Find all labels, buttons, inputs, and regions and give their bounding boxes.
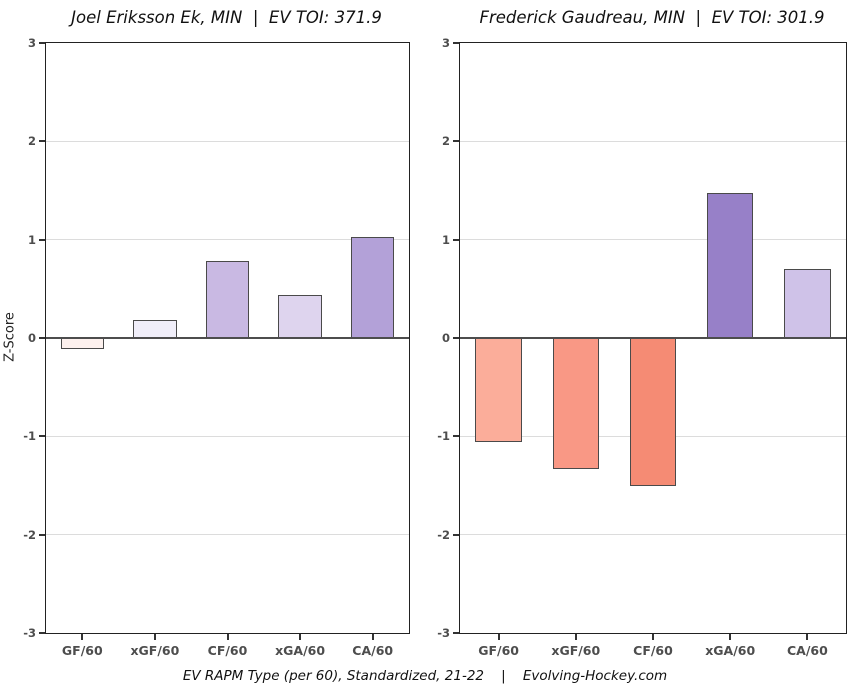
x-axis-tick [729,634,732,640]
y-axis-tick [39,533,45,536]
bar-cf-60 [629,338,677,486]
x-axis-tick [299,634,302,640]
left-chart-title: Joel Eriksson Ek, MIN | EV TOI: 371.9 [71,8,382,27]
x-axis-category-label: xGA/60 [275,643,326,658]
gridline [46,239,409,241]
x-axis-tick [806,634,809,640]
y-axis-tick-label: -3 [437,626,450,640]
y-axis-tick-label: 2 [27,134,36,149]
y-axis-tick-label: 1 [27,232,36,247]
y-axis-tick [39,337,45,339]
x-axis-tick [652,634,654,640]
x-axis-category-label: xGF/60 [130,643,180,658]
y-axis-tick-label: 3 [27,36,36,50]
zero-baseline [46,337,409,339]
gridline [46,534,409,536]
bar-gf-60 [60,338,105,349]
gridline [460,534,846,536]
y-axis-tick-label: -3 [23,626,36,640]
left-chart-plot-area: 3 2 1 0 -1 -2 -3 GF/60 xGF/60 CF/60 xGA/60 CA/60 [23,36,410,658]
x-axis-tick [81,634,84,640]
y-axis-tick [453,42,459,44]
right-chart-plot-area: 3 2 1 0 -1 -2 -3 GF/60 xGF/60 CF/60 xGA/60 CA/60 [437,36,847,658]
right-chart-title: Frederick Gaudreau, MIN | EV TOI: 301.9 [479,8,825,27]
gridline [460,140,846,142]
x-axis-category-label: CA/60 [352,643,394,658]
y-axis-tick-label: -1 [437,429,450,444]
y-axis-tick-label: -2 [437,527,450,542]
y-axis-tick-label: -2 [23,527,36,542]
x-axis-category-label: GF/60 [478,643,519,658]
gridline [46,140,409,142]
y-axis-tick [453,533,459,536]
x-axis-tick [371,634,374,640]
y-axis-tick [453,238,459,241]
y-axis-tick [39,42,45,44]
bar-cf-60 [205,261,250,338]
x-axis-tick [226,634,229,640]
y-axis-tick-label: 0 [27,331,36,345]
gridline [46,435,409,437]
x-axis-tick [153,634,156,640]
y-axis-tick-label: 0 [441,331,450,345]
y-axis-tick [453,140,459,143]
figure-caption: EV RAPM Type (per 60), Standardized, 21-… [182,668,668,684]
x-axis-category-label: GF/60 [61,643,103,658]
y-axis-tick-label: 1 [441,232,450,247]
y-axis-tick [453,337,459,339]
bar-xgf-60 [133,320,177,338]
y-axis-tick-label: 3 [441,36,450,50]
bar-gf-60 [475,338,522,443]
y-axis-tick-label: 2 [441,134,450,149]
y-axis-tick [453,435,459,438]
y-axis-tick [39,238,45,241]
x-axis-category-label: CF/60 [207,643,248,658]
zero-baseline [460,337,846,339]
y-axis-tick [39,140,45,143]
bar-ca-60 [350,236,395,338]
x-axis-category-label: xGF/60 [551,643,601,658]
bar-xga-60 [278,294,322,338]
bar-xgf-60 [552,338,599,469]
x-axis-tick [574,634,577,640]
x-axis-tick [497,634,500,640]
gridline [460,239,846,241]
x-axis-category-label: CA/60 [786,643,828,658]
x-axis-category-label: CF/60 [633,643,673,658]
y-axis-tick [453,632,459,634]
x-axis-category-label: xGA/60 [705,643,756,658]
y-axis-tick [39,435,45,438]
bar-ca-60 [784,269,831,338]
y-axis-tick [39,632,45,634]
bar-xga-60 [707,193,754,338]
y-axis-tick-label: -1 [23,429,36,444]
